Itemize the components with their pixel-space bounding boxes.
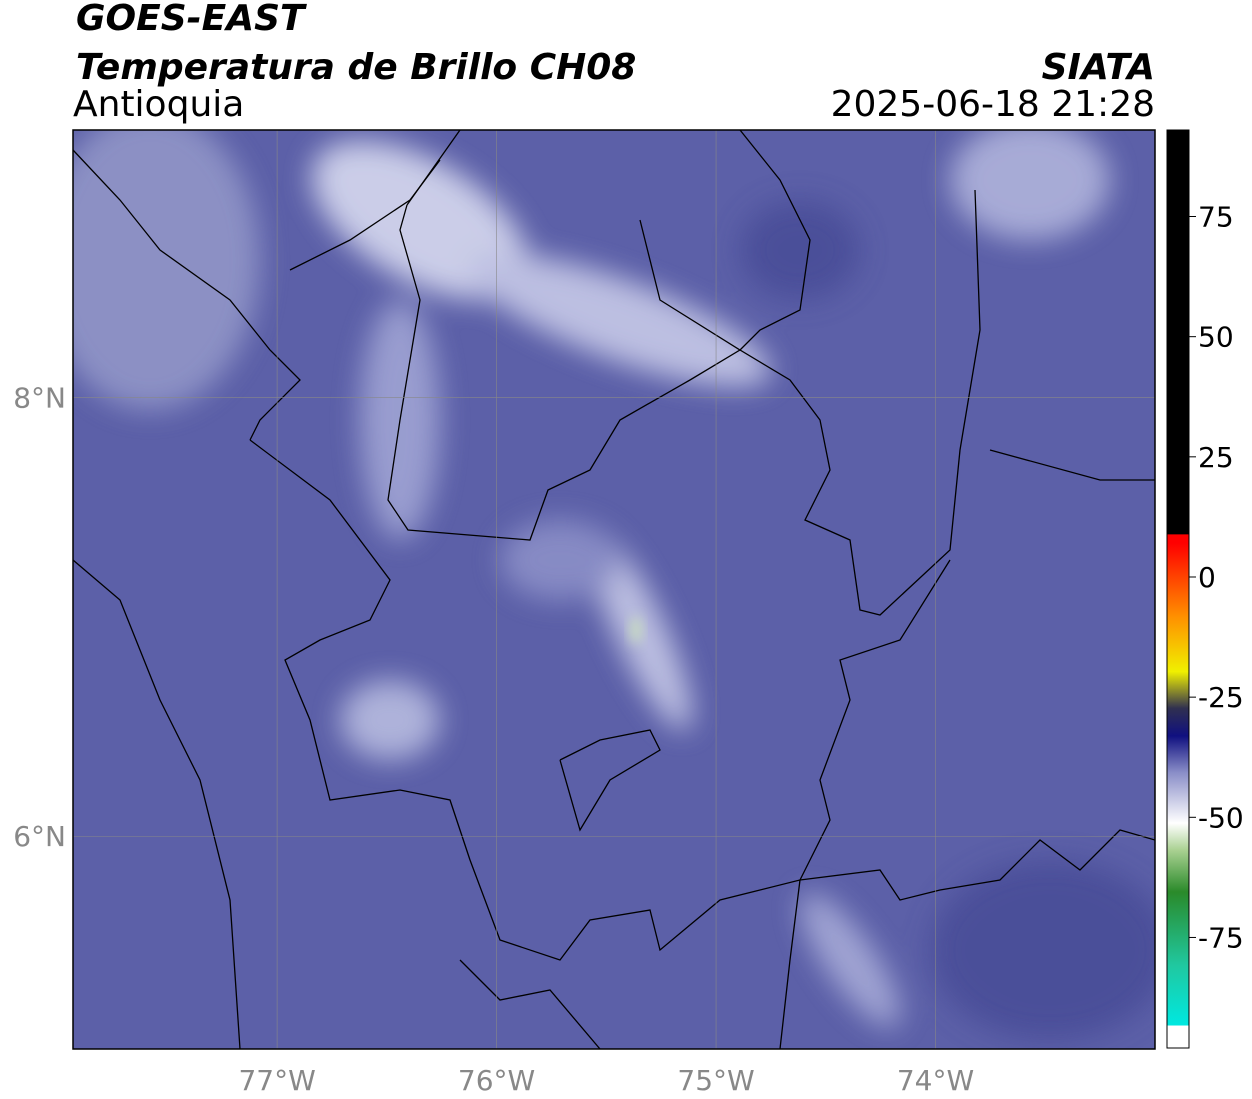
source: SIATA [1042, 47, 1155, 88]
colorbar-tick-label: 50 [1198, 321, 1234, 354]
colorbar-tick-label: -75 [1198, 921, 1244, 954]
datetime: 2025-06-18 21:28 [831, 84, 1155, 125]
map-image [73, 130, 1155, 1049]
x-tick-label: 75°W [677, 1064, 754, 1097]
y-tick-label: 6°N [13, 820, 66, 853]
colorbar-tick-label: 0 [1198, 561, 1216, 594]
x-tick-label: 77°W [238, 1064, 315, 1097]
map-frame [72, 129, 1156, 1050]
x-tick-label: 74°W [897, 1064, 974, 1097]
region: Antioquia [73, 84, 244, 125]
title: GOES-EAST [76, 0, 307, 39]
y-tick-label: 8°N [13, 382, 66, 415]
colorbar [1166, 129, 1190, 1049]
x-tick-label: 76°W [458, 1064, 535, 1097]
colorbar-tick-label: 75 [1198, 201, 1234, 234]
colorbar-tick-label: -50 [1198, 801, 1244, 834]
subtitle: Temperatura de Brillo CH08 [76, 47, 636, 88]
colorbar-tick-label: -25 [1198, 681, 1244, 714]
colorbar-tick-label: 25 [1198, 441, 1234, 474]
